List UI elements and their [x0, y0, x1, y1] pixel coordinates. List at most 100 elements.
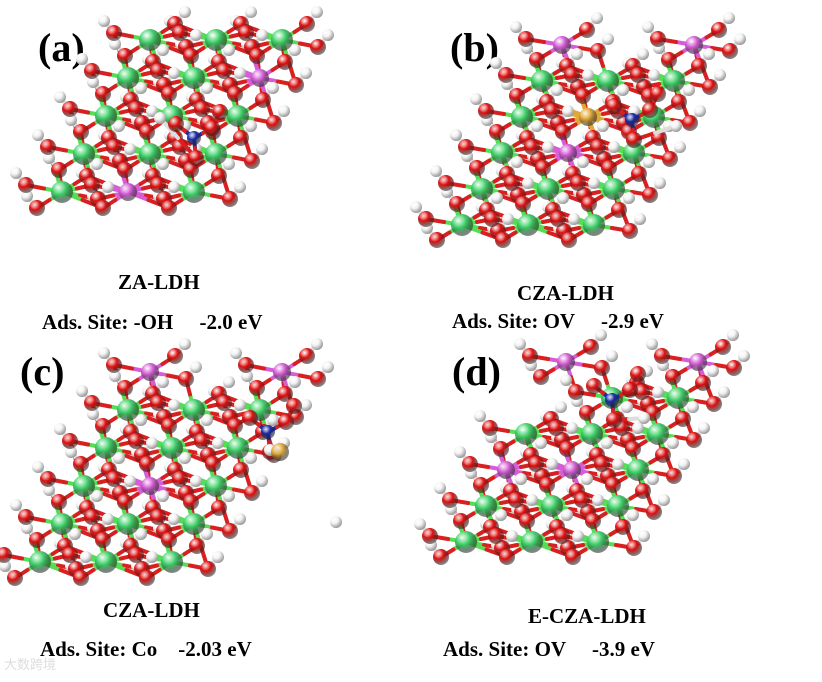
oxygen-atom	[0, 547, 12, 563]
panel-a-name: ZA-LDH	[118, 270, 200, 294]
panel-d-name: E-CZA-LDH	[528, 604, 646, 628]
oxygen-atom	[533, 369, 549, 385]
hydrogen-atom	[555, 401, 567, 413]
hydrogen-atom	[495, 509, 507, 521]
oxygen-atom	[565, 549, 581, 565]
hydrogen-atom	[322, 29, 334, 41]
zn-atom	[95, 105, 117, 127]
watermark: 大数跨境	[4, 658, 57, 673]
hydrogen-atom	[670, 120, 682, 132]
panel-d-letter: (d)	[452, 349, 501, 394]
oxygen-atom	[183, 48, 199, 64]
zn-atom	[471, 178, 493, 200]
hydrogen-atom	[21, 522, 33, 534]
hydrogen-atom	[245, 452, 257, 464]
hydrogen-atom	[256, 475, 268, 487]
hydrogen-atom	[234, 67, 246, 79]
hydrogen-atom	[234, 513, 246, 525]
al-atom	[119, 183, 137, 201]
hydrogen-atom	[643, 156, 655, 168]
zn-atom	[541, 495, 563, 517]
zn-atom	[663, 70, 685, 92]
oxygen-atom	[508, 492, 524, 508]
hydrogen-atom	[168, 513, 180, 525]
al-atom	[557, 353, 575, 371]
hydrogen-atom	[256, 29, 268, 41]
oxygen-atom	[675, 411, 691, 427]
hydrogen-atom	[674, 141, 686, 153]
oxygen-atom	[183, 162, 199, 178]
hydrogen-atom	[91, 158, 103, 170]
zn-atom	[117, 513, 139, 535]
oxygen-atom	[564, 67, 580, 83]
hydrogen-atom	[595, 329, 607, 341]
hydrogen-atom	[571, 48, 583, 60]
oxygen-atom	[178, 371, 194, 387]
hydrogen-atom	[638, 412, 650, 424]
hydrogen-atom	[642, 21, 654, 33]
hydrogen-atom	[135, 414, 147, 426]
oxygen-atom	[95, 532, 111, 548]
oxygen-atom	[498, 67, 514, 83]
hydrogen-atom	[566, 422, 578, 434]
hydrogen-atom	[0, 560, 11, 572]
oxygen-atom	[615, 519, 631, 535]
hydrogen-atom	[190, 29, 202, 41]
oxygen-atom	[244, 485, 260, 501]
oxygen-atom	[139, 456, 155, 472]
oxygen-atom	[524, 139, 540, 155]
oxygen-atom	[630, 366, 646, 382]
oxygen-atom	[139, 124, 155, 140]
hydrogen-atom	[267, 414, 279, 426]
hydrogen-atom	[592, 494, 604, 506]
oxygen-atom	[695, 375, 711, 391]
zn-atom	[627, 459, 649, 481]
hydrogen-atom	[562, 105, 574, 117]
hydrogen-atom	[434, 482, 446, 494]
panel-b-site-label: Ads. Site: OV	[452, 309, 575, 333]
hydrogen-atom	[560, 374, 572, 386]
oxygen-atom	[211, 500, 227, 516]
oxygen-atom	[590, 139, 606, 155]
oxygen-atom	[161, 200, 177, 216]
oxygen-atom	[73, 124, 89, 140]
al-atom	[553, 36, 571, 54]
panel-c-site-label: Ads. Site: Co	[40, 637, 158, 661]
oxygen-atom	[95, 86, 111, 102]
oxygen-atom	[550, 211, 566, 227]
hydrogen-atom	[698, 422, 710, 434]
oxygen-atom	[642, 187, 658, 203]
oxygen-atom	[238, 357, 254, 373]
al-atom	[497, 461, 515, 479]
hydrogen-atom	[617, 84, 629, 96]
oxygen-atom	[7, 570, 23, 586]
hydrogen-atom	[450, 129, 462, 141]
oxygen-atom	[84, 395, 100, 411]
oxygen-atom	[249, 48, 265, 64]
oxygen-atom	[650, 86, 666, 102]
oxygen-atom	[682, 115, 698, 131]
hydrogen-atom	[87, 408, 99, 420]
panel-d-energy: -3.9 eV	[591, 637, 655, 661]
hydrogen-atom	[506, 530, 518, 542]
zn-atom	[51, 513, 73, 535]
zn-atom	[475, 495, 497, 517]
oxygen-atom	[29, 532, 45, 548]
hydrogen-atom	[678, 458, 690, 470]
hydrogen-atom	[289, 44, 301, 56]
oxygen-atom	[634, 384, 650, 400]
hydrogen-atom	[102, 181, 114, 193]
hydrogen-atom	[714, 69, 726, 81]
zn-atom	[603, 178, 625, 200]
oxygen-atom	[528, 456, 544, 472]
hydrogen-atom	[601, 437, 613, 449]
hydrogen-atom	[638, 530, 650, 542]
oxygen-atom	[642, 102, 658, 118]
panel-d-site: Ads. Site: OV -3.9 eV	[443, 639, 655, 660]
hydrogen-atom	[154, 112, 166, 124]
nitrogen-atom	[625, 113, 639, 127]
hydrogen-atom	[201, 528, 213, 540]
hydrogen-atom	[109, 370, 121, 382]
hydrogen-atom	[474, 410, 486, 422]
hydrogen-atom	[146, 105, 158, 117]
